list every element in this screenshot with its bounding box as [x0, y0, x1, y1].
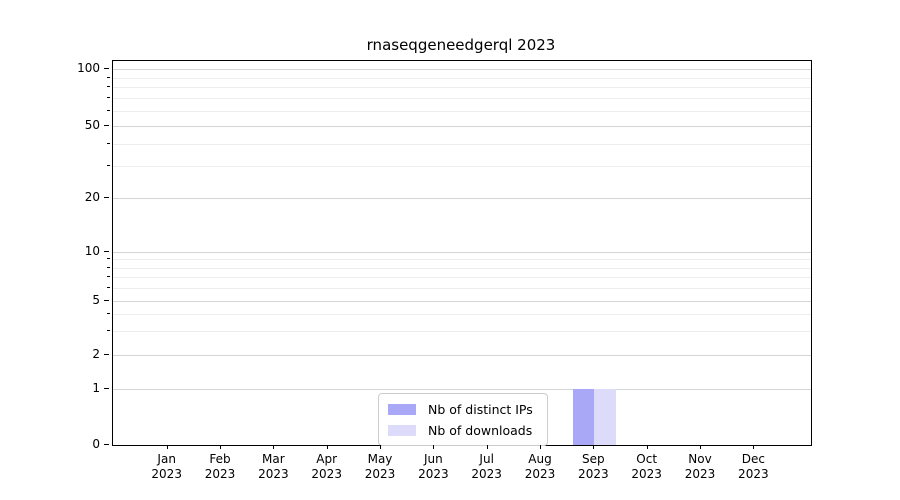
y-tick-label: 100 [77, 60, 100, 75]
chart-title: rnaseqgeneedgerql 2023 [366, 36, 556, 54]
y-minor-tick-mark [107, 142, 110, 144]
y-tick-label: 1 [92, 381, 100, 395]
legend-label: Nb of downloads [428, 422, 533, 438]
y-minor-tick-mark [107, 287, 110, 289]
x-tick-mark [326, 445, 328, 449]
y-tick-label: 50 [84, 118, 100, 132]
y-tick-mark [104, 197, 109, 198]
y-tick-mark [104, 444, 109, 445]
y-tick-label: 5 [92, 293, 100, 307]
x-tick-label: Aug 2023 [524, 452, 556, 481]
legend-label: Nb of distinct IPs [428, 401, 533, 417]
x-tick-mark [646, 445, 648, 449]
gridline-major [113, 198, 811, 199]
x-tick-label: Apr 2023 [311, 452, 342, 481]
y-tick-mark [104, 67, 109, 69]
y-tick-mark [104, 300, 109, 301]
x-tick-label: Jun 2023 [418, 452, 449, 481]
x-tick-label: Jul 2023 [471, 452, 502, 481]
x-tick-mark [433, 445, 435, 449]
y-tick-label: 10 [84, 244, 100, 258]
gridline-minor [113, 87, 811, 89]
x-tick-label: May 2023 [364, 452, 396, 481]
x-tick-mark [486, 445, 488, 449]
gridline-minor [113, 314, 811, 316]
bar-distinct_ips [573, 389, 595, 445]
y-minor-tick-mark [107, 276, 110, 278]
gridline-major [113, 301, 811, 302]
gridline-minor [113, 267, 811, 269]
gridline-minor [113, 111, 811, 112]
y-tick-mark [104, 388, 109, 389]
gridline-minor [113, 143, 811, 145]
x-tick-mark [166, 445, 168, 449]
x-tick-label: Sep 2023 [578, 452, 609, 481]
x-tick-mark [700, 445, 701, 449]
y-tick-label: 0 [92, 437, 100, 451]
y-minor-tick-mark [107, 165, 110, 167]
y-tick-mark [104, 353, 109, 355]
x-tick-mark [220, 445, 222, 449]
legend-item: Nb of downloads [388, 422, 538, 438]
x-tick-mark [380, 445, 382, 449]
y-minor-tick-mark [107, 110, 110, 111]
y-minor-tick-mark [107, 330, 110, 332]
x-tick-label: Nov 2023 [684, 452, 716, 481]
x-tick-label: Feb 2023 [204, 452, 236, 481]
legend-swatch [388, 424, 416, 436]
y-tick-mark [104, 125, 109, 126]
x-tick-mark [593, 445, 595, 449]
legend-swatch [388, 403, 416, 415]
gridline-minor [113, 288, 811, 290]
gridline-minor [113, 259, 811, 261]
x-tick-label: Dec 2023 [738, 452, 769, 481]
gridline-major [113, 354, 811, 356]
bar-downloads [594, 389, 616, 445]
plot-area: Nb of distinct IPs Nb of downloads [112, 60, 812, 446]
gridline-major [113, 389, 811, 390]
y-minor-tick-mark [107, 313, 110, 315]
gridline-minor [113, 98, 811, 100]
y-tick-label: 20 [84, 190, 100, 204]
legend-item: Nb of distinct IPs [388, 401, 538, 417]
y-minor-tick-mark [107, 76, 110, 78]
gridline-minor [113, 77, 811, 79]
x-tick-mark [753, 445, 755, 449]
x-tick-label: Mar 2023 [258, 452, 289, 481]
x-tick-label: Oct 2023 [631, 452, 662, 481]
y-minor-tick-mark [107, 266, 110, 268]
gridline-major [113, 252, 811, 253]
gridline-minor [113, 166, 811, 168]
x-tick-label: Jan 2023 [151, 452, 182, 481]
gridline-major [113, 126, 811, 127]
gridline-minor [113, 277, 811, 279]
y-minor-tick-mark [107, 258, 110, 260]
x-tick-mark [540, 445, 541, 449]
y-minor-tick-mark [107, 97, 110, 99]
y-minor-tick-mark [107, 86, 110, 88]
x-tick-mark [273, 445, 275, 449]
gridline-major [113, 68, 811, 70]
legend: Nb of distinct IPs Nb of downloads [378, 393, 548, 446]
gridline-minor [113, 331, 811, 333]
y-tick-mark [104, 251, 109, 252]
y-tick-label: 2 [92, 346, 100, 361]
